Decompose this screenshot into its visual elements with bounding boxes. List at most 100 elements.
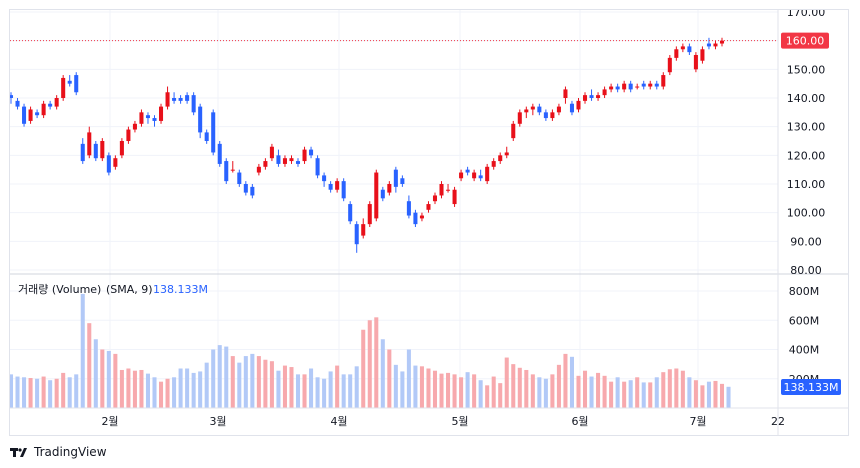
candle-body — [198, 106, 203, 133]
candle-body — [295, 161, 301, 164]
volume-bar — [530, 374, 535, 408]
volume-bar — [224, 346, 229, 408]
candle-body — [204, 132, 209, 141]
volume-bar — [361, 329, 366, 408]
volume-bar — [635, 377, 640, 408]
volume-bar — [172, 377, 177, 408]
candle-body — [178, 98, 183, 101]
volume-bar — [498, 383, 503, 408]
chart-frame: 170.00 160.00 150.00 140.00 130.00 120.00 110.… — [8, 6, 849, 436]
volume-bars[interactable] — [8, 293, 731, 408]
volume-bar — [674, 368, 679, 408]
candle-body — [132, 123, 137, 130]
volume-sma-badge: 138.133M — [781, 379, 841, 395]
candle-body — [504, 152, 509, 156]
volume-legend[interactable]: 거래량 (Volume) (SMA, 9) 138.133M — [18, 283, 208, 296]
tradingview-logo[interactable]: TradingView — [10, 443, 107, 461]
candle-body — [596, 95, 601, 98]
price-axis[interactable]: 170.00 160.00 150.00 140.00 130.00 120.00 110.… — [787, 6, 826, 277]
volume-axis[interactable]: 800M600M400M200M — [789, 285, 820, 386]
volume-bar — [413, 365, 418, 408]
candle-body — [322, 175, 327, 182]
candle-body — [309, 149, 314, 156]
candle-body — [635, 86, 640, 88]
volume-bar — [322, 378, 327, 408]
price-tick-label: 90.00 — [790, 235, 822, 248]
volume-bar — [145, 373, 151, 408]
candle-body — [41, 103, 46, 116]
candle-body — [152, 118, 157, 121]
volume-bar — [269, 361, 274, 408]
volume-bar — [465, 372, 470, 408]
candle-body — [459, 172, 464, 179]
volume-bar — [191, 372, 196, 408]
volume-bar — [211, 349, 216, 408]
candle-body — [159, 106, 164, 121]
candle-body — [191, 95, 196, 113]
volume-bar — [537, 377, 542, 408]
volume-bar — [119, 369, 124, 408]
candle-body — [145, 115, 151, 119]
candle-body — [282, 158, 287, 164]
candle-body — [654, 83, 659, 87]
price-tick-label: 80.00 — [790, 264, 822, 277]
volume-bar — [602, 375, 607, 408]
candle-body — [35, 112, 40, 116]
candle-body — [185, 95, 190, 101]
volume-bar — [661, 372, 666, 408]
candle-body — [302, 149, 307, 162]
candle-body — [393, 169, 398, 187]
candle-body — [406, 201, 411, 216]
volume-bar — [387, 349, 392, 408]
volume-bar — [472, 374, 477, 408]
time-axis[interactable]: 2월 3월 4월 5월 6월 7월 22 — [101, 415, 785, 428]
volume-bar — [309, 368, 314, 408]
volume-bar — [54, 378, 59, 408]
time-tick-label: 2월 — [101, 415, 118, 428]
candle-body — [706, 43, 711, 47]
volume-bar — [159, 381, 164, 408]
volume-bar — [563, 353, 568, 408]
volume-bar — [302, 374, 307, 408]
volume-bar — [687, 377, 692, 408]
volume-bar — [354, 366, 359, 408]
candle-body — [485, 166, 490, 182]
volume-bar — [400, 371, 405, 408]
candle-body — [276, 155, 281, 164]
volume-bar — [543, 378, 548, 408]
volume-bar — [589, 376, 594, 408]
volume-bar — [185, 368, 190, 408]
candle-body — [576, 100, 581, 110]
volume-bar — [106, 350, 111, 408]
candle-body — [243, 184, 248, 193]
volume-bar — [504, 357, 509, 408]
candle-body — [119, 141, 124, 156]
candle-body — [315, 158, 320, 176]
candle-body — [530, 106, 535, 110]
candle-body — [478, 175, 483, 179]
price-candles[interactable] — [8, 37, 725, 253]
volume-bar — [406, 349, 411, 408]
candle-body — [93, 143, 98, 159]
volume-legend-name: 거래량 (Volume) — [18, 283, 101, 296]
volume-bar — [22, 377, 27, 408]
candle-body — [628, 83, 633, 90]
price-tick-label: 130.00 — [787, 121, 826, 134]
last-price-badge: 160.00 — [781, 32, 829, 49]
volume-bar — [48, 380, 53, 408]
volume-bar — [478, 380, 483, 408]
volume-bar — [178, 368, 183, 408]
candle-body — [569, 103, 574, 113]
candle-body — [87, 132, 92, 156]
candle-body — [609, 86, 614, 90]
candle-body — [224, 161, 229, 182]
volume-bar — [367, 320, 372, 408]
tradingview-brand: TradingView — [34, 445, 107, 459]
candle-body — [582, 95, 588, 101]
time-tick-label: 3월 — [209, 415, 226, 428]
volume-bar — [393, 364, 398, 408]
candle-body — [537, 106, 542, 113]
volume-bar — [348, 374, 353, 408]
time-tick-label: 6월 — [571, 415, 588, 428]
volume-bar — [556, 364, 561, 408]
